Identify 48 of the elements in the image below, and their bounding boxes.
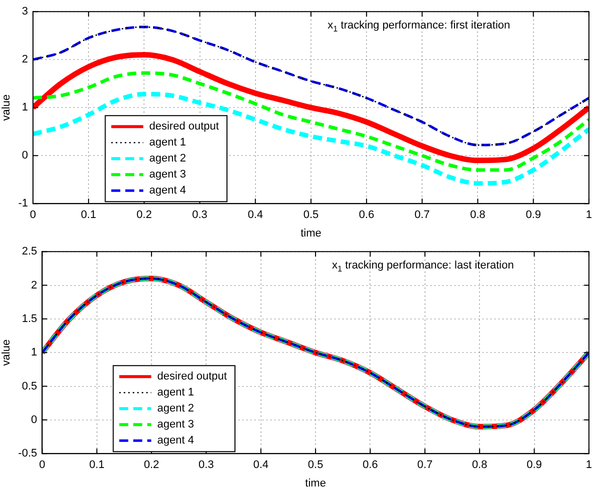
y-tick-label: 2 xyxy=(31,279,38,292)
x-tick-label: 0.4 xyxy=(248,209,264,222)
x-tick-label: 0.1 xyxy=(80,209,96,222)
legend-label: agent 4 xyxy=(157,434,194,447)
x-tick-label: 0.9 xyxy=(526,459,542,472)
x-tick-label: 0.2 xyxy=(144,459,160,472)
legend-label: desired output xyxy=(157,370,227,383)
x-tick-label: 0.3 xyxy=(198,459,214,472)
y-tick-label: 0.5 xyxy=(22,380,38,392)
y-axis-title: value xyxy=(0,94,13,121)
x-tick-label: 0.5 xyxy=(303,209,319,222)
y-tick-label: 1 xyxy=(22,102,28,114)
legend-label: agent 4 xyxy=(149,184,186,197)
x-tick-label: 0.3 xyxy=(192,209,208,222)
legend-label: desired output xyxy=(149,120,219,133)
y-tick-label: 1 xyxy=(31,346,38,359)
legend-label: agent 1 xyxy=(149,136,186,149)
x-axis-title: time xyxy=(300,227,322,240)
y-tick-label: 3 xyxy=(22,6,28,18)
x-axis-title: time xyxy=(305,477,326,490)
x-tick-label: 0.9 xyxy=(526,209,541,222)
line-series xyxy=(32,92,589,186)
x-tick-label: 0.8 xyxy=(470,209,486,222)
y-tick-label: 0 xyxy=(22,150,28,162)
x-tick-label: 0.4 xyxy=(253,459,269,472)
x-tick-label: 0.6 xyxy=(358,209,374,222)
legend-label: agent 2 xyxy=(149,152,186,165)
x-tick-label: 0.8 xyxy=(472,459,488,472)
y-tick-label: -1 xyxy=(18,198,28,210)
legend-label: agent 3 xyxy=(157,418,194,431)
y-tick-label: 1.5 xyxy=(22,312,38,325)
x-tick-label: 1 xyxy=(586,459,592,472)
legend-label: agent 2 xyxy=(157,402,194,415)
x-tick-label: 1 xyxy=(586,209,592,222)
x-tick-label: 0 xyxy=(39,459,46,472)
y-axis-title: value xyxy=(0,339,13,366)
x-tick-label: 0.7 xyxy=(414,209,430,222)
y-tick-label: -0.5 xyxy=(18,448,38,460)
x-tick-label: 0.5 xyxy=(308,459,324,472)
x-tick-label: 0.7 xyxy=(417,459,433,472)
y-tick-label: 0 xyxy=(31,414,38,426)
x-tick-label: 0.1 xyxy=(89,459,104,472)
x-tick-label: 0.6 xyxy=(362,459,378,472)
x-tick-label: 0.2 xyxy=(136,209,152,222)
y-tick-label: 2.5 xyxy=(22,246,38,258)
y-tick-label: 2 xyxy=(22,54,28,66)
legend-label: agent 3 xyxy=(149,168,186,181)
legend-label: agent 1 xyxy=(157,386,194,399)
